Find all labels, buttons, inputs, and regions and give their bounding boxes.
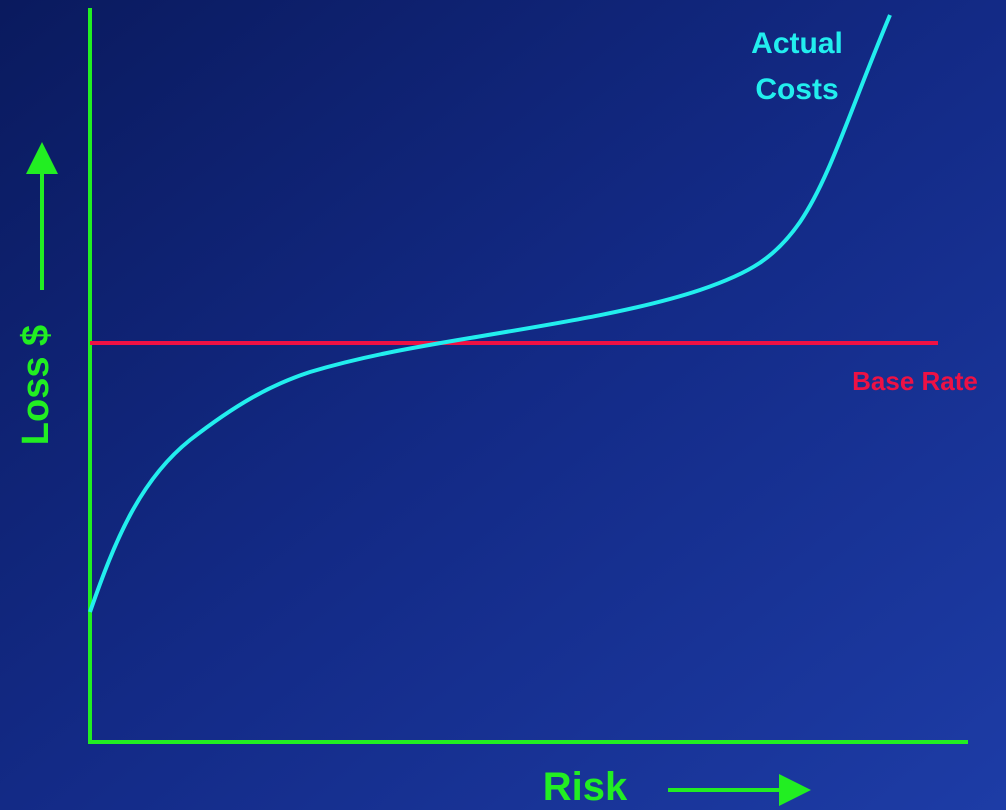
curve-label: Actual	[751, 27, 843, 60]
y-axis-label: Loss $	[15, 325, 57, 445]
x-axis-label: Risk	[543, 765, 628, 809]
base-rate-label: Base Rate	[852, 366, 978, 396]
actual-costs-curve	[88, 14, 892, 613]
curve-label: Costs	[755, 73, 838, 106]
